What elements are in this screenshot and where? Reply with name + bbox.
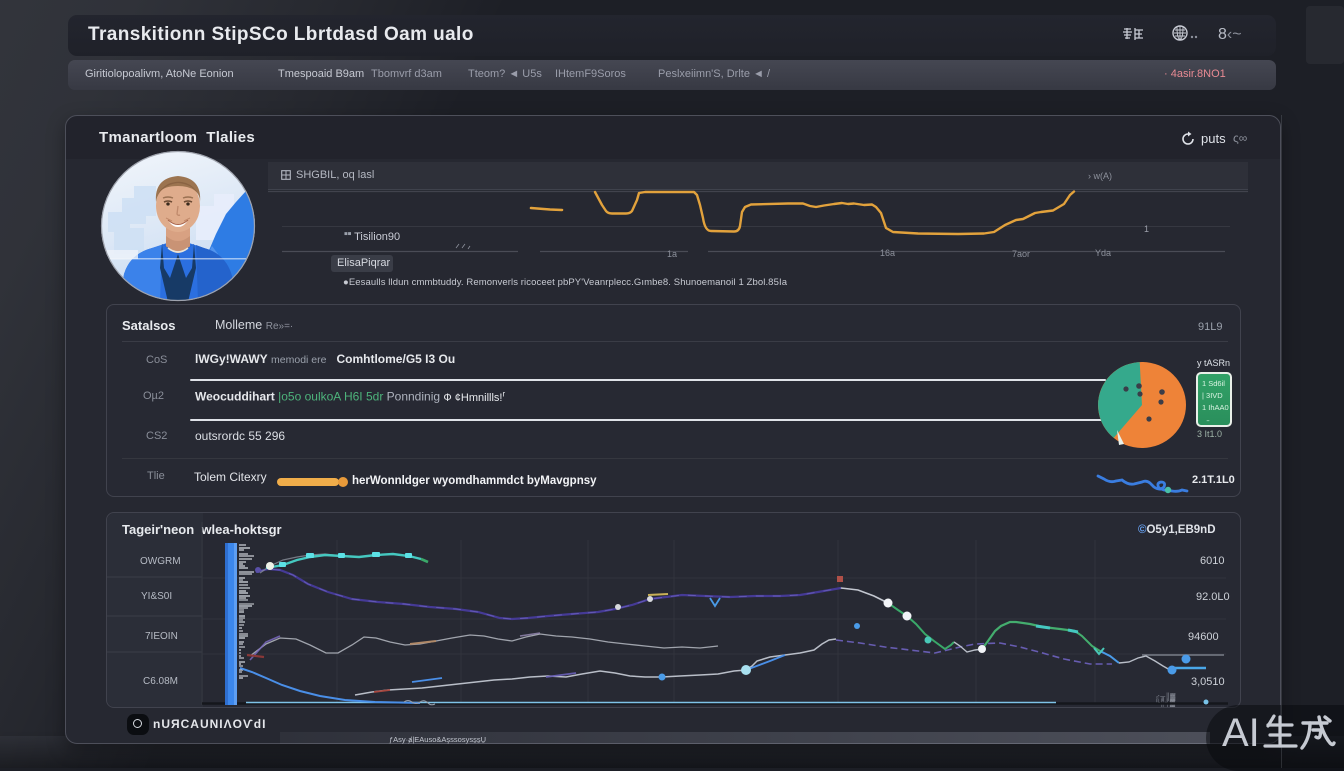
svg-text:Yda: Yda [1095,248,1111,258]
svg-text:AI: AI [1222,711,1260,755]
svg-text:1: 1 [1144,224,1149,234]
svg-text:16a: 16a [880,248,895,258]
svg-text:7aor: 7aor [1012,249,1030,259]
svg-text:1a: 1a [667,249,677,259]
